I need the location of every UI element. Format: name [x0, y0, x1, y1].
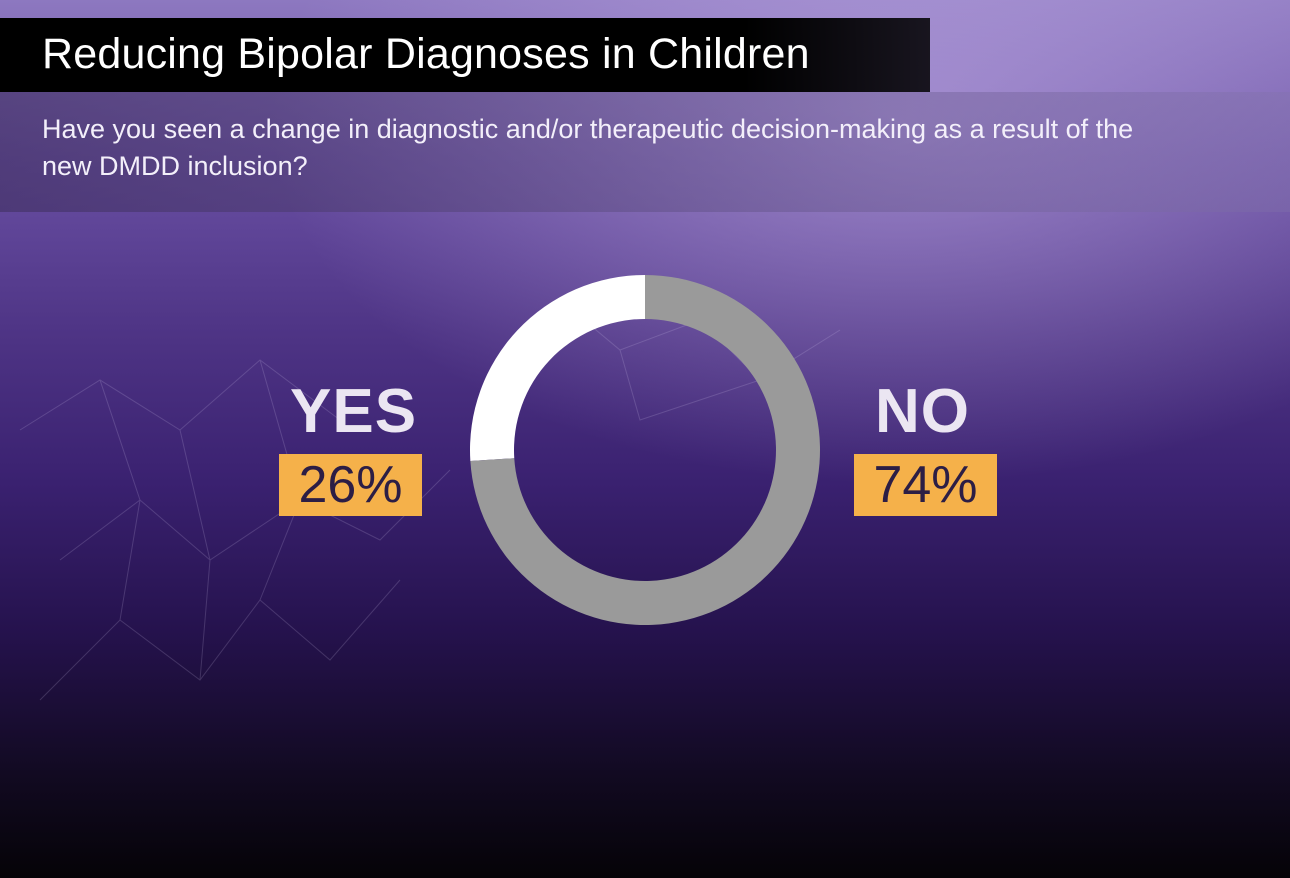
donut-slice-yes	[470, 275, 645, 461]
yes-percentage-badge: 26%	[279, 454, 422, 516]
no-label: NO	[875, 377, 970, 446]
question-band	[0, 92, 1290, 212]
yes-label: YES	[290, 377, 418, 446]
donut-chart	[470, 275, 820, 625]
title-bar	[0, 18, 930, 92]
survey-question: Have you seen a change in diagnostic and…	[42, 114, 1134, 181]
no-percentage-badge: 74%	[854, 454, 997, 516]
chart-title: Reducing Bipolar Diagnoses in Children	[42, 30, 810, 78]
